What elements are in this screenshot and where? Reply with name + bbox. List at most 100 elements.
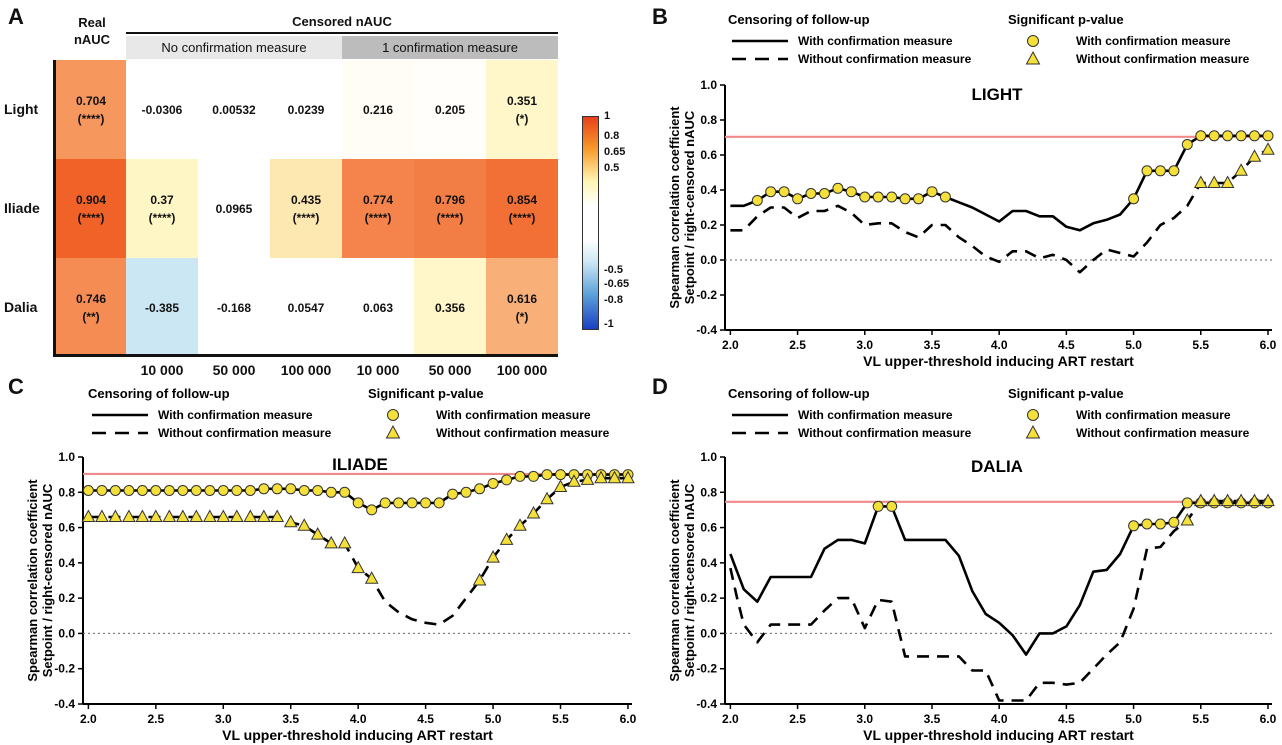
triangle-marker (81, 509, 96, 522)
circle-marker (420, 497, 432, 509)
circle-marker (765, 186, 777, 198)
y-tick-label: 0.4 (58, 556, 75, 570)
heatmap-cell: 0.37 (****) (126, 159, 198, 258)
circle-marker (150, 485, 162, 496)
colorbar-tick: 0.5 (604, 162, 620, 174)
triangle-marker (607, 470, 622, 484)
triangle-marker (1207, 175, 1222, 188)
heatmap-cell-significance: (****) (364, 210, 392, 225)
legend-triangle-marker (385, 424, 401, 439)
circle-marker (177, 485, 189, 496)
heatmap-cell: 0.616 (*) (486, 258, 558, 357)
heatmap-cell: 0.0965 (198, 159, 270, 258)
heatmap-cell: 0.063 (342, 258, 414, 357)
circle-marker (1181, 497, 1193, 509)
heatmap-cell: 0.854 (****) (486, 159, 558, 258)
heatmap-cell-significance: (*) (515, 111, 529, 126)
x-tick-label: 4.5 (1058, 338, 1075, 352)
circle-marker (447, 488, 459, 500)
triangle-marker (580, 472, 595, 485)
triangle-marker (526, 505, 541, 519)
heatmap-cell-significance: (****) (77, 210, 105, 225)
heatmap-cell-value: 0.854 (506, 192, 538, 207)
triangle-marker (162, 509, 177, 522)
circle-marker (845, 186, 857, 198)
y-tick-label: 0.4 (700, 183, 717, 197)
triangle-marker (270, 509, 285, 522)
x-tick-label: 6.0 (1260, 338, 1277, 352)
colorbar-tick: 1 (604, 110, 611, 122)
y-tick-label: -0.4 (696, 323, 717, 337)
triangle-marker (351, 560, 366, 574)
legend-triangle-marker (1025, 424, 1041, 439)
heatmap-cell: -0.0306 (126, 60, 198, 159)
heatmap-cell: 0.796 (****) (414, 159, 486, 258)
circle-marker (163, 485, 175, 496)
x-tick-label: 2.5 (789, 338, 806, 352)
triangle-marker (513, 518, 527, 531)
heatmap-cell-value: 0.774 (362, 192, 394, 207)
triangle-marker (594, 470, 608, 484)
x-tick-label: 3.0 (856, 338, 873, 352)
triangle-marker (1193, 175, 1208, 188)
row-label-iliade: Iliade (4, 200, 40, 216)
y-tick-label: 1.0 (700, 78, 717, 92)
heatmap-cell-significance: (****) (148, 210, 176, 225)
circle-marker (1154, 165, 1166, 177)
triangle-marker (1247, 149, 1262, 162)
y-axis-label: Setpoint / right-censored nAUC (682, 483, 697, 677)
legend-circle-marker (1027, 35, 1039, 47)
circle-marker (778, 186, 790, 198)
heatmap-cell-value: 0.356 (434, 300, 466, 315)
legend-with-confirm-line-label: With confirmation measure (158, 408, 313, 422)
y-axis-label: Setpoint / right-censored nAUC (40, 483, 55, 677)
heatmap-cell: 0.216 (342, 60, 414, 159)
circle-marker (285, 483, 297, 495)
circle-marker (96, 485, 108, 496)
circle-marker (1141, 518, 1153, 530)
circle-marker (805, 188, 817, 199)
circle-marker (190, 485, 202, 496)
y-tick-label: 0.6 (58, 521, 75, 535)
x-tick-label: 5.5 (1192, 712, 1209, 726)
circle-marker (1141, 165, 1153, 177)
legend-with-confirm-line-label: With confirmation measure (798, 408, 953, 422)
x-axis-label: VL upper-threshold inducing ART restart (222, 727, 493, 743)
x-tick-label: 4.0 (991, 338, 1008, 352)
heatmap-cell: 0.704 (****) (56, 60, 126, 159)
legend-pvalue-title: Significant p-value (1008, 12, 1124, 27)
triangle-marker (472, 572, 487, 586)
colorbar-tick: -0.65 (604, 278, 630, 290)
circle-marker (1195, 130, 1207, 142)
heatmap-cell-value: 0.0965 (215, 201, 253, 216)
circle-marker (82, 485, 94, 496)
circle-marker (501, 474, 513, 486)
triangle-marker (364, 571, 379, 584)
circle-marker (555, 469, 566, 481)
triangle-marker (297, 518, 312, 531)
x-tick-label: 3.0 (856, 712, 873, 726)
legend-censoring-title: Censoring of follow-up (88, 386, 230, 401)
circle-marker (258, 483, 270, 495)
legend-with-confirm-line-label: With confirmation measure (798, 34, 953, 48)
y-tick-label: 0.6 (700, 521, 717, 535)
col-label-100000-conf: 100 000 (496, 362, 548, 378)
heatmap-cell: 0.904 (****) (56, 159, 126, 258)
heatmap-cell-value: 0.37 (150, 192, 174, 207)
heatmap-cell: 0.0547 (270, 258, 342, 357)
colorbar-tick: 0.65 (604, 146, 626, 158)
circle-marker (886, 500, 898, 512)
circle-marker (325, 486, 337, 498)
y-tick-label: -0.2 (696, 662, 717, 676)
y-tick-label: 0.8 (58, 485, 75, 499)
real-nauc-header: Real nAUC (73, 15, 111, 47)
x-tick-label: 4.5 (1058, 712, 1075, 726)
x-tick-label: 2.0 (722, 338, 739, 352)
y-axis-label: Spearman correlation coefficient (667, 479, 682, 682)
colorbar-tick: -0.5 (604, 264, 623, 276)
circle-marker (792, 193, 804, 205)
x-tick-label: 2.5 (789, 712, 806, 726)
heatmap-cell-value: 0.704 (75, 93, 107, 108)
legend-with-confirm-marker-label: With confirmation measure (1076, 34, 1231, 48)
colorbar-tick: -0.8 (604, 294, 623, 306)
